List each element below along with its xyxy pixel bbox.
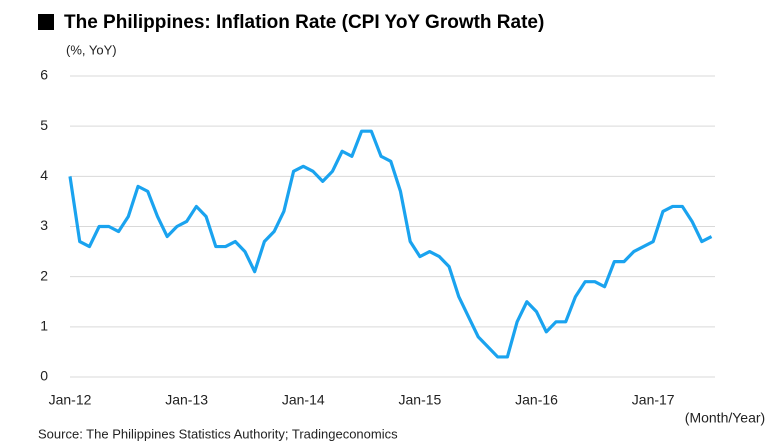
data-line (68, 129, 713, 359)
x-tick-label: Jan-16 (515, 392, 558, 408)
x-tick-label: Jan-17 (632, 392, 675, 408)
x-axis-label: (Month/Year) (685, 410, 765, 426)
y-tick-label: 3 (40, 217, 48, 233)
title-marker (38, 14, 54, 30)
y-tick-label: 2 (40, 267, 48, 283)
y-tick-label: 4 (40, 167, 48, 183)
x-tick-label: Jan-15 (399, 392, 442, 408)
chart-title: The Philippines: Inflation Rate (CPI YoY… (64, 12, 544, 33)
x-tick-label: Jan-12 (49, 392, 92, 408)
x-tick-label: Jan-13 (165, 392, 208, 408)
y-tick-label: 0 (40, 368, 48, 384)
source-note: Source: The Philippines Statistics Autho… (38, 426, 398, 441)
y-tick-label: 6 (40, 67, 48, 83)
x-tick-label: Jan-14 (282, 392, 325, 408)
y-tick-label: 5 (40, 117, 48, 133)
y-axis-label: (%, YoY) (66, 42, 117, 57)
y-tick-label: 1 (40, 318, 48, 334)
